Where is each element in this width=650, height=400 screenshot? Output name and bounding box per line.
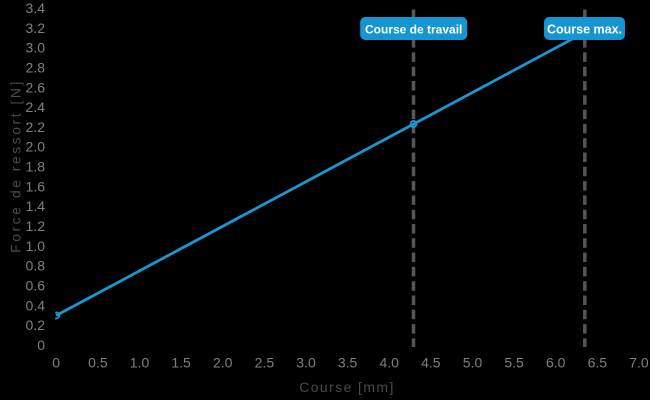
svg-text:0: 0 <box>52 355 60 371</box>
svg-text:0.4: 0.4 <box>26 297 46 313</box>
svg-text:1.8: 1.8 <box>26 159 46 175</box>
svg-text:5.5: 5.5 <box>504 355 524 371</box>
svg-text:3.0: 3.0 <box>296 355 316 371</box>
svg-text:1.2: 1.2 <box>26 218 46 234</box>
svg-text:3.0: 3.0 <box>26 40 46 56</box>
svg-text:5.0: 5.0 <box>463 355 483 371</box>
svg-text:2.0: 2.0 <box>26 139 46 155</box>
svg-text:0.2: 0.2 <box>26 317 46 333</box>
svg-text:4.0: 4.0 <box>379 355 399 371</box>
svg-text:0.8: 0.8 <box>26 258 46 274</box>
svg-text:7.0: 7.0 <box>629 355 649 371</box>
svg-text:Course de travail: Course de travail <box>365 23 462 37</box>
svg-text:1.0: 1.0 <box>130 355 150 371</box>
svg-text:6.5: 6.5 <box>588 355 608 371</box>
svg-text:2.8: 2.8 <box>26 59 46 75</box>
svg-text:2.6: 2.6 <box>26 79 46 95</box>
svg-text:3.2: 3.2 <box>26 20 46 36</box>
svg-text:1.6: 1.6 <box>26 178 46 194</box>
svg-text:1.4: 1.4 <box>26 198 46 214</box>
svg-text:2.2: 2.2 <box>26 119 46 135</box>
svg-text:2.5: 2.5 <box>255 355 275 371</box>
svg-text:Force de ressort [N]: Force de ressort [N] <box>8 79 24 253</box>
svg-text:1.5: 1.5 <box>171 355 191 371</box>
svg-text:3.5: 3.5 <box>338 355 358 371</box>
svg-text:2.4: 2.4 <box>26 99 46 115</box>
svg-text:0.5: 0.5 <box>88 355 108 371</box>
svg-text:6.0: 6.0 <box>546 355 566 371</box>
svg-text:1.0: 1.0 <box>26 238 46 254</box>
svg-text:Course max.: Course max. <box>547 23 622 37</box>
svg-text:0: 0 <box>37 337 45 353</box>
svg-text:Course [mm]: Course [mm] <box>299 379 395 395</box>
svg-text:4.5: 4.5 <box>421 355 441 371</box>
svg-text:2.0: 2.0 <box>213 355 233 371</box>
svg-text:3.4: 3.4 <box>26 0 46 16</box>
svg-text:0.6: 0.6 <box>26 277 46 293</box>
